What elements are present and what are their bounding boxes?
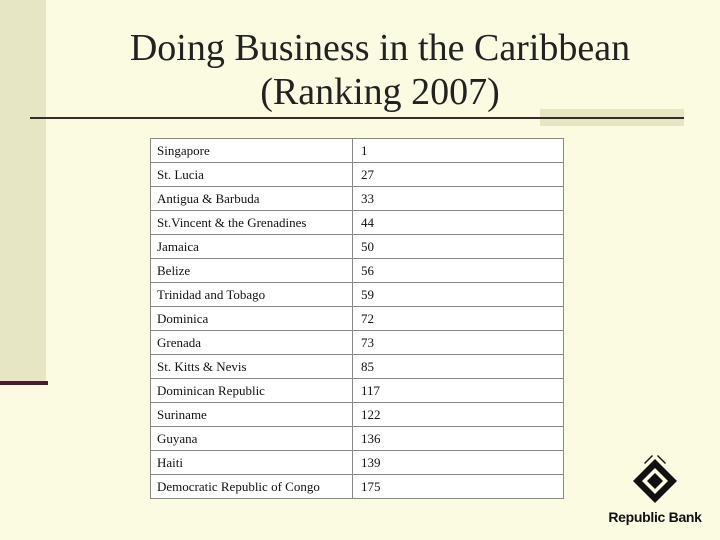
- country-cell: Haiti: [150, 450, 353, 475]
- country-cell: Dominican Republic: [150, 378, 353, 403]
- table-row: Trinidad and Tobago 59: [150, 282, 564, 307]
- rank-cell: 122: [352, 402, 564, 427]
- rank-cell: 56: [352, 258, 564, 283]
- republic-bank-logo: Republic Bank: [600, 455, 710, 535]
- country-cell: Belize: [150, 258, 353, 283]
- side-decor-bar: [0, 0, 46, 382]
- table-row: Antigua & Barbuda 33: [150, 186, 564, 211]
- country-cell: Antigua & Barbuda: [150, 186, 353, 211]
- rank-cell: 59: [352, 282, 564, 307]
- table-row: Dominican Republic 117: [150, 378, 564, 403]
- table-row: Grenada 73: [150, 330, 564, 355]
- country-cell: Guyana: [150, 426, 353, 451]
- country-cell: St. Lucia: [150, 162, 353, 187]
- table-row: St. Kitts & Nevis 85: [150, 354, 564, 379]
- table-row: Belize 56: [150, 258, 564, 283]
- rank-cell: 136: [352, 426, 564, 451]
- rank-cell: 139: [352, 450, 564, 475]
- table-row: Dominica 72: [150, 306, 564, 331]
- table-row: Democratic Republic of Congo 175: [150, 474, 564, 499]
- side-decor-bar-edge: [0, 381, 48, 385]
- rank-cell: 85: [352, 354, 564, 379]
- rank-cell: 175: [352, 474, 564, 499]
- rank-cell: 117: [352, 378, 564, 403]
- title-divider: [30, 117, 540, 119]
- country-cell: Suriname: [150, 402, 353, 427]
- rank-cell: 33: [352, 186, 564, 211]
- country-cell: St.Vincent & the Grenadines: [150, 210, 353, 235]
- table-row: Guyana 136: [150, 426, 564, 451]
- country-cell: Trinidad and Tobago: [150, 282, 353, 307]
- logo-text: Republic Bank: [608, 509, 702, 525]
- slide-title: Doing Business in the Caribbean (Ranking…: [60, 26, 700, 114]
- rank-cell: 73: [352, 330, 564, 355]
- rank-cell: 1: [352, 138, 564, 163]
- country-cell: Singapore: [150, 138, 353, 163]
- country-cell: Grenada: [150, 330, 353, 355]
- country-cell: Dominica: [150, 306, 353, 331]
- rank-cell: 72: [352, 306, 564, 331]
- country-cell: Jamaica: [150, 234, 353, 259]
- republic-bank-diamond-icon: [633, 455, 677, 503]
- table-row: St.Vincent & the Grenadines 44: [150, 210, 564, 235]
- table-row: Jamaica 50: [150, 234, 564, 259]
- table-row: Singapore 1: [150, 138, 564, 163]
- rank-cell: 27: [352, 162, 564, 187]
- table-row: St. Lucia 27: [150, 162, 564, 187]
- country-cell: St. Kitts & Nevis: [150, 354, 353, 379]
- rank-cell: 44: [352, 210, 564, 235]
- ranking-table: Singapore 1 St. Lucia 27 Antigua & Barbuda…: [150, 138, 564, 499]
- title-line-2: (Ranking 2007): [260, 71, 500, 113]
- table-row: Suriname 122: [150, 402, 564, 427]
- country-cell: Democratic Republic of Congo: [150, 474, 353, 499]
- title-divider-block-line: [540, 117, 684, 119]
- title-line-1: Doing Business in the Caribbean: [129, 27, 631, 69]
- rank-cell: 50: [352, 234, 564, 259]
- table-row: Haiti 139: [150, 450, 564, 475]
